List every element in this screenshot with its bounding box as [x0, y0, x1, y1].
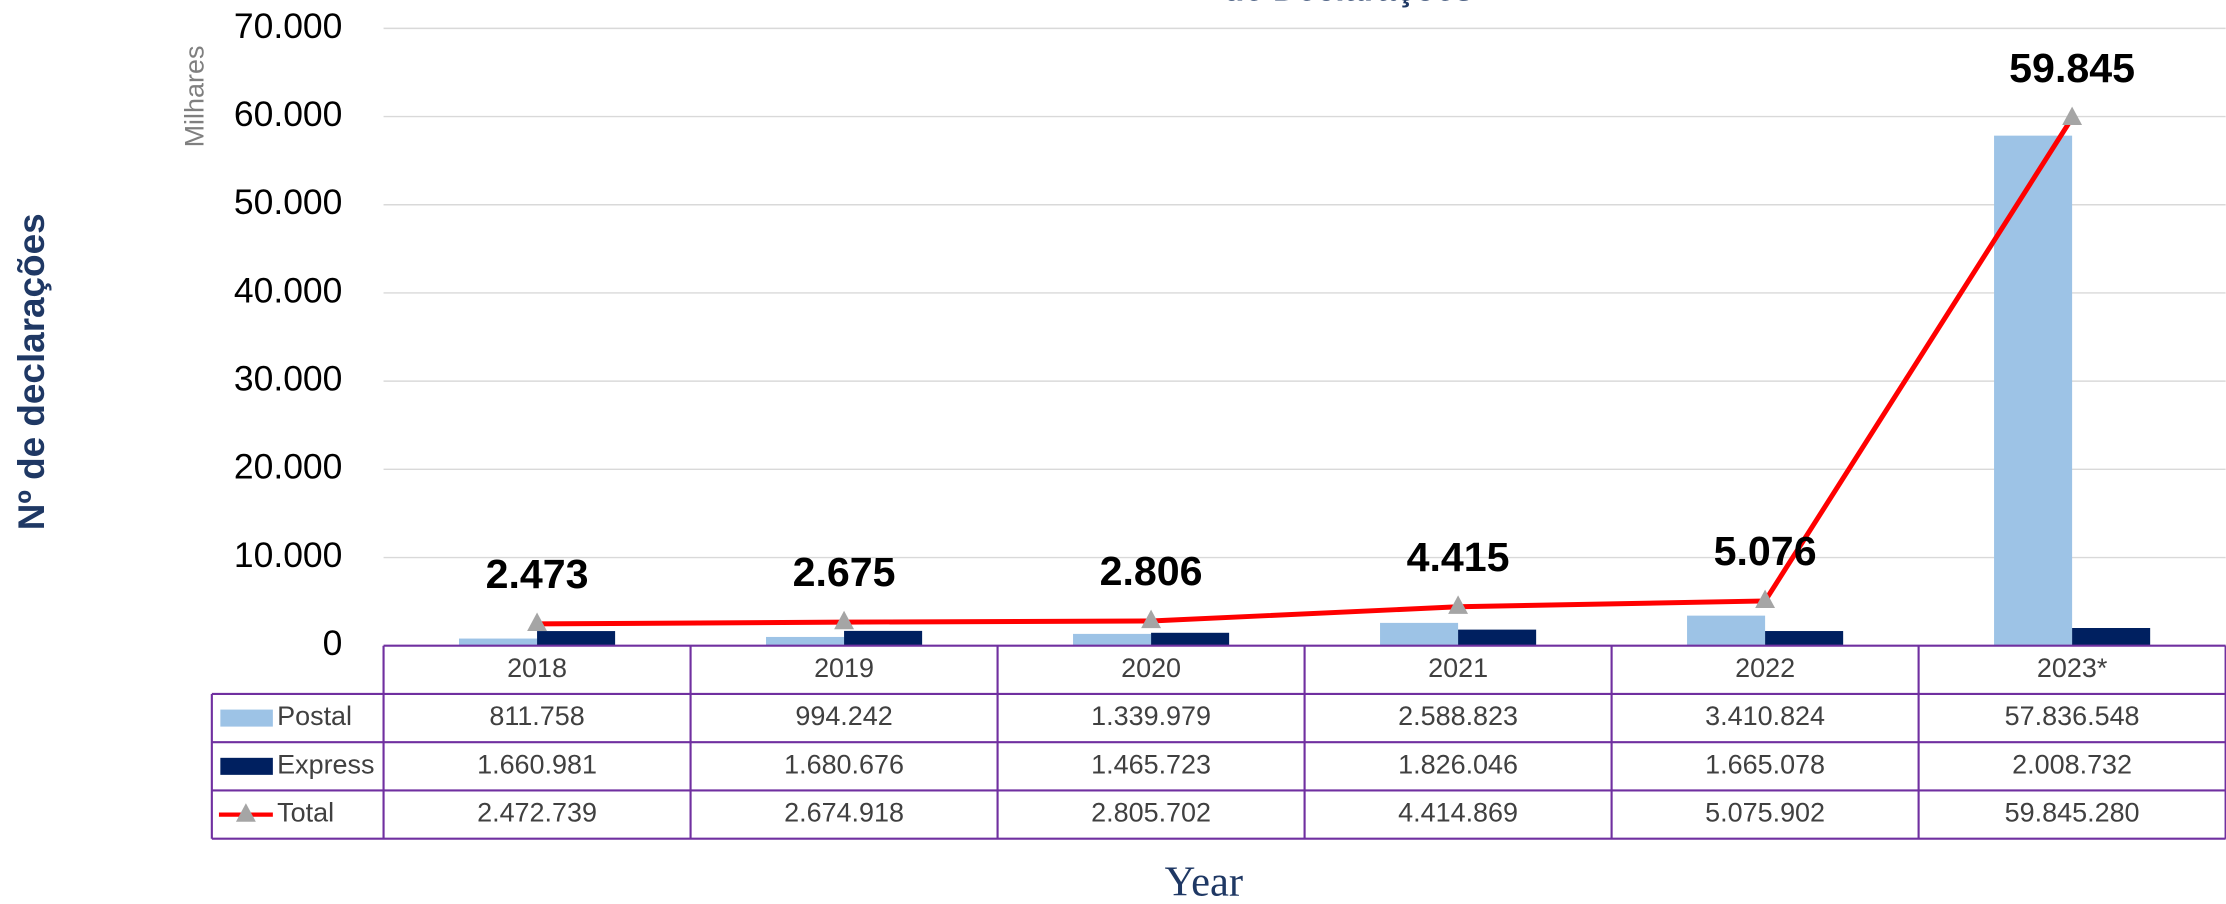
- table-cell: 1.339.979: [1091, 701, 1211, 731]
- table-cell: 2.008.732: [2012, 749, 2132, 779]
- table-cell: 2.674.918: [784, 798, 904, 828]
- table-cell: 5.075.902: [1705, 798, 1825, 828]
- table-cell: 59.845.280: [2005, 798, 2140, 828]
- legend-marker: [235, 803, 256, 822]
- table-cell: 1.680.676: [784, 749, 904, 779]
- total-line: [537, 116, 2075, 627]
- line-marker: [1141, 609, 1162, 629]
- legend-swatch: [220, 709, 273, 727]
- bar: [1073, 633, 1152, 646]
- y-tick-label: 40.000: [234, 270, 343, 310]
- line-marker: [1448, 595, 1469, 614]
- data-label: 2.806: [1100, 548, 1203, 594]
- table-cell: 2.588.823: [1398, 701, 1518, 731]
- bar: [1151, 632, 1230, 646]
- bar: [844, 630, 923, 646]
- line-marker: [834, 610, 855, 630]
- x-tick-label: 2020: [1121, 653, 1181, 683]
- legend-label: Total: [277, 798, 334, 828]
- data-label: 4.415: [1407, 534, 1510, 580]
- bar: [459, 638, 538, 646]
- legend-label: Express: [277, 749, 374, 779]
- table-cell: 1.826.046: [1398, 749, 1518, 779]
- table-cell: 1.665.078: [1705, 749, 1825, 779]
- x-tick-label: 2019: [814, 653, 874, 683]
- y-tick-label: 20.000: [234, 447, 343, 487]
- y-tick-label: 30.000: [234, 359, 343, 399]
- bar: [1765, 631, 1844, 646]
- x-tick-label: 2022: [1735, 653, 1795, 683]
- legend-label: Postal: [277, 701, 352, 731]
- bar: [1994, 135, 2073, 646]
- line-marker: [527, 612, 547, 632]
- y-axis-title: Nº de declarações: [11, 213, 52, 530]
- table-cell: 1.660.981: [477, 749, 597, 779]
- chart-title: de Declarações: [1224, 0, 1474, 8]
- y-tick-label: 50.000: [234, 182, 343, 222]
- table-cell: 811.758: [489, 701, 584, 731]
- data-label: 5.076: [1714, 528, 1817, 574]
- y-tick-label: 0: [323, 623, 343, 663]
- bar: [1380, 622, 1459, 646]
- bar: [537, 631, 616, 646]
- y-tick-label: 10.000: [234, 535, 343, 575]
- x-axis-title: Year: [1165, 858, 1243, 904]
- data-label: 2.473: [486, 551, 589, 597]
- table-cell: 2.472.739: [477, 798, 597, 828]
- bar: [1687, 615, 1766, 646]
- data-label: 2.675: [793, 549, 896, 595]
- x-tick-label: 2023*: [2037, 653, 2108, 683]
- table-cell: 994.242: [795, 701, 892, 731]
- legend-swatch: [220, 757, 273, 775]
- bar: [2072, 627, 2151, 646]
- x-tick-label: 2018: [507, 653, 567, 683]
- x-tick-label: 2021: [1428, 653, 1488, 683]
- y-tick-label: 60.000: [234, 94, 343, 134]
- line-marker: [2062, 106, 2083, 126]
- bar: [1458, 629, 1537, 646]
- table-cell: 4.414.869: [1398, 798, 1518, 828]
- table-cell: 2.805.702: [1091, 798, 1211, 828]
- data-label: 59.845: [2009, 45, 2135, 91]
- table-cell: 1.465.723: [1091, 749, 1211, 779]
- line-marker: [1755, 589, 1776, 609]
- table-cell: 3.410.824: [1705, 701, 1825, 731]
- table-cell: 57.836.548: [2005, 701, 2140, 731]
- y-axis-unit: Milhares: [179, 46, 209, 148]
- y-tick-label: 70.000: [234, 6, 343, 46]
- bar: [766, 636, 845, 646]
